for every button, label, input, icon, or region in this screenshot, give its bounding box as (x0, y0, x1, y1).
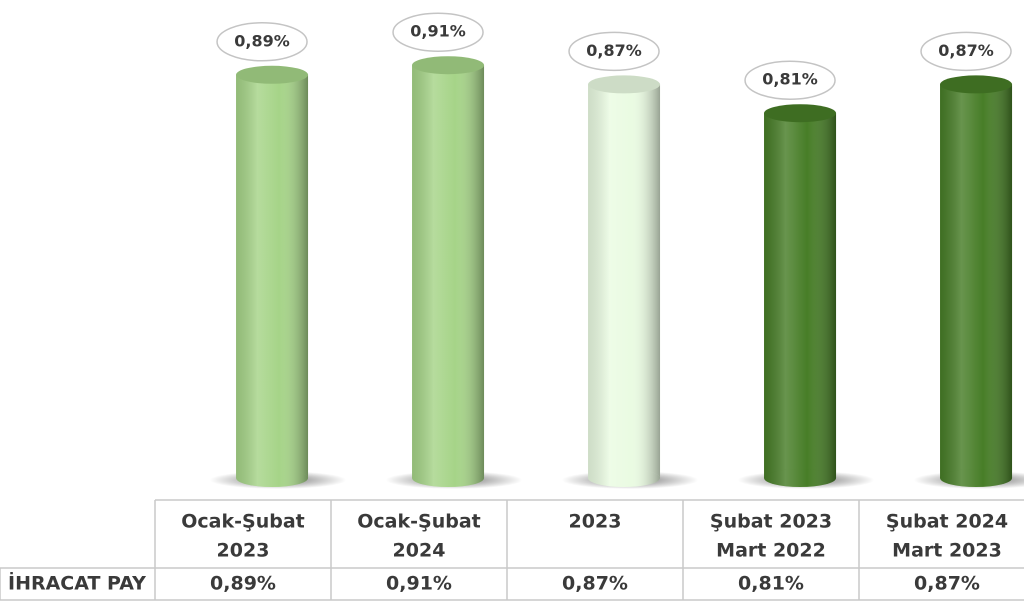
category-label: 2024 (393, 540, 446, 562)
bar-top (940, 75, 1013, 94)
category-label: 2023 (569, 511, 622, 533)
bar-shade (940, 84, 1013, 479)
category-label: Ocak-Şubat (181, 511, 304, 533)
label-bubble (568, 31, 660, 72)
category-label: Mart 2022 (716, 540, 826, 562)
bar-top-shade (236, 65, 309, 84)
bar-top (412, 56, 485, 75)
table-value: 0,91% (386, 573, 452, 595)
bar-base-shade (412, 469, 485, 487)
table-value: 0,89% (210, 573, 276, 595)
bar-base-shade (588, 469, 661, 487)
category-label: Ocak-Şubat (357, 511, 480, 533)
data-label: 0,89% (234, 31, 290, 50)
category-label: Şubat 2024 (886, 511, 1008, 533)
row-label: İHRACAT PAY (8, 571, 146, 595)
bar-base-shade (764, 469, 837, 487)
category-label: 2023 (217, 540, 270, 562)
bar-top (236, 65, 309, 84)
data-label: 0,87% (586, 41, 642, 60)
bar-base-shade (236, 469, 309, 487)
label-bubble (744, 60, 836, 100)
bar-top-shade (588, 75, 661, 94)
bar-top-shade (412, 56, 485, 75)
table-value: 0,81% (738, 573, 804, 595)
label-bubble (392, 12, 484, 52)
label-bubble (920, 31, 1012, 72)
bar-top-shade (764, 104, 837, 123)
data-label: 0,91% (410, 22, 466, 41)
data-label: 0,87% (938, 41, 994, 60)
table-value: 0,87% (914, 573, 980, 595)
bar-shade (412, 65, 485, 478)
bar-shade (588, 84, 661, 479)
category-label: Mart 2023 (892, 540, 1002, 562)
bar-base-shade (940, 469, 1013, 487)
data-label: 0,81% (762, 70, 818, 89)
bar-shade (764, 113, 837, 478)
label-bubble (216, 22, 308, 62)
bar-top (764, 104, 837, 123)
category-label: Şubat 2023 (710, 511, 832, 533)
table-value: 0,87% (562, 573, 628, 595)
bar-shade (236, 74, 309, 479)
bar-top (588, 75, 661, 94)
bar-top-shade (940, 75, 1013, 94)
